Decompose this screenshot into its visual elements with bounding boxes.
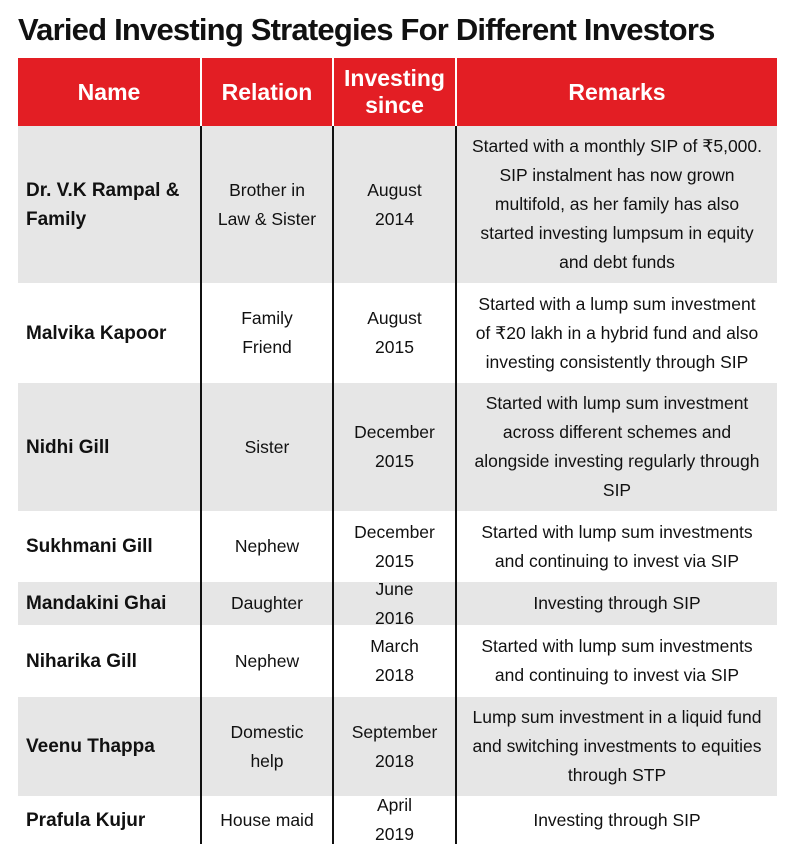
name-cell: Mandakini Ghai (18, 582, 200, 625)
table-cell: Nephew (200, 511, 332, 582)
name-cell: Dr. V.K Rampal & Family (18, 126, 200, 283)
table-cell: December 2015 (332, 511, 455, 582)
table-cell: December 2015 (332, 383, 455, 511)
name-cell: Prafula Kujur (26, 809, 146, 831)
table-cell: Investing through SIP (455, 796, 777, 844)
title: Varied Investing Strategies For Differen… (18, 12, 715, 47)
table-cell: Started with lump sum investments and co… (455, 511, 777, 582)
table-cell: Lump sum investment in a liquid fund and… (455, 697, 777, 796)
table-cell: Domestic help (200, 697, 332, 796)
header-cell: Name (18, 58, 200, 126)
name-cell: Veenu Thappa (18, 697, 200, 796)
table-cell: March 2018 (332, 625, 455, 697)
table-cell: Brother in Law & Sister (200, 126, 332, 283)
table-cell: Investing through SIP (455, 582, 777, 625)
table-cell: April 2019 (332, 795, 455, 844)
name-cell: Niharika Gill (26, 650, 137, 672)
table-cell: Daughter (200, 582, 332, 625)
name-cell: Nidhi Gill (18, 383, 200, 511)
table-cell: Started with a lump sum investment of ₹2… (455, 283, 777, 383)
name-cell: Malvika Kapoor (26, 322, 167, 344)
table-cell: Started with a monthly SIP of ₹5,000. SI… (455, 126, 777, 283)
name-cell: Sukhmani Gill (26, 536, 153, 557)
table-cell: June 2016 (332, 579, 455, 628)
header-cell: Relation (200, 58, 332, 126)
table-cell: August 2014 (332, 126, 455, 283)
header-cell: Investing since (332, 58, 455, 126)
table: Name Relation Investing since Remarks Dr. V.… (18, 58, 777, 844)
table-cell: August 2015 (332, 283, 455, 383)
table-cell: Nephew (200, 625, 332, 697)
table-cell: September 2018 (332, 697, 455, 796)
header-cell: Remarks (455, 58, 777, 126)
table-cell: Family Friend (200, 283, 332, 383)
table-cell: Started with lump sum investments and co… (455, 625, 777, 697)
table-cell: House maid (200, 796, 332, 844)
table-cell: Started with lump sum investment across … (455, 383, 777, 511)
table-cell: Sister (200, 383, 332, 511)
